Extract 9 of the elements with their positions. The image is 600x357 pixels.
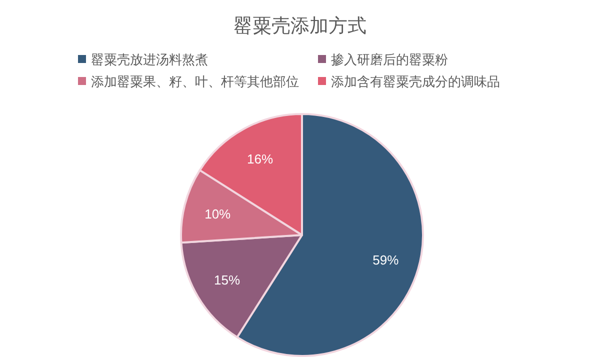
data-label: 16% [247, 152, 274, 167]
data-label: 15% [214, 272, 240, 288]
legend-label: 罂粟壳放进汤料熬煮 [91, 52, 208, 67]
data-label: 59% [372, 252, 400, 268]
legend-label: 添加含有罂粟壳成分的调味品 [331, 74, 500, 89]
legend-label: 掺入研磨后的罂粟粉 [331, 52, 448, 67]
chart-title: 罂粟壳添加方式 [234, 15, 366, 37]
data-label: 10% [204, 206, 232, 222]
legend-label: 添加罂粟果、籽、叶、杆等其他部位 [91, 74, 299, 89]
